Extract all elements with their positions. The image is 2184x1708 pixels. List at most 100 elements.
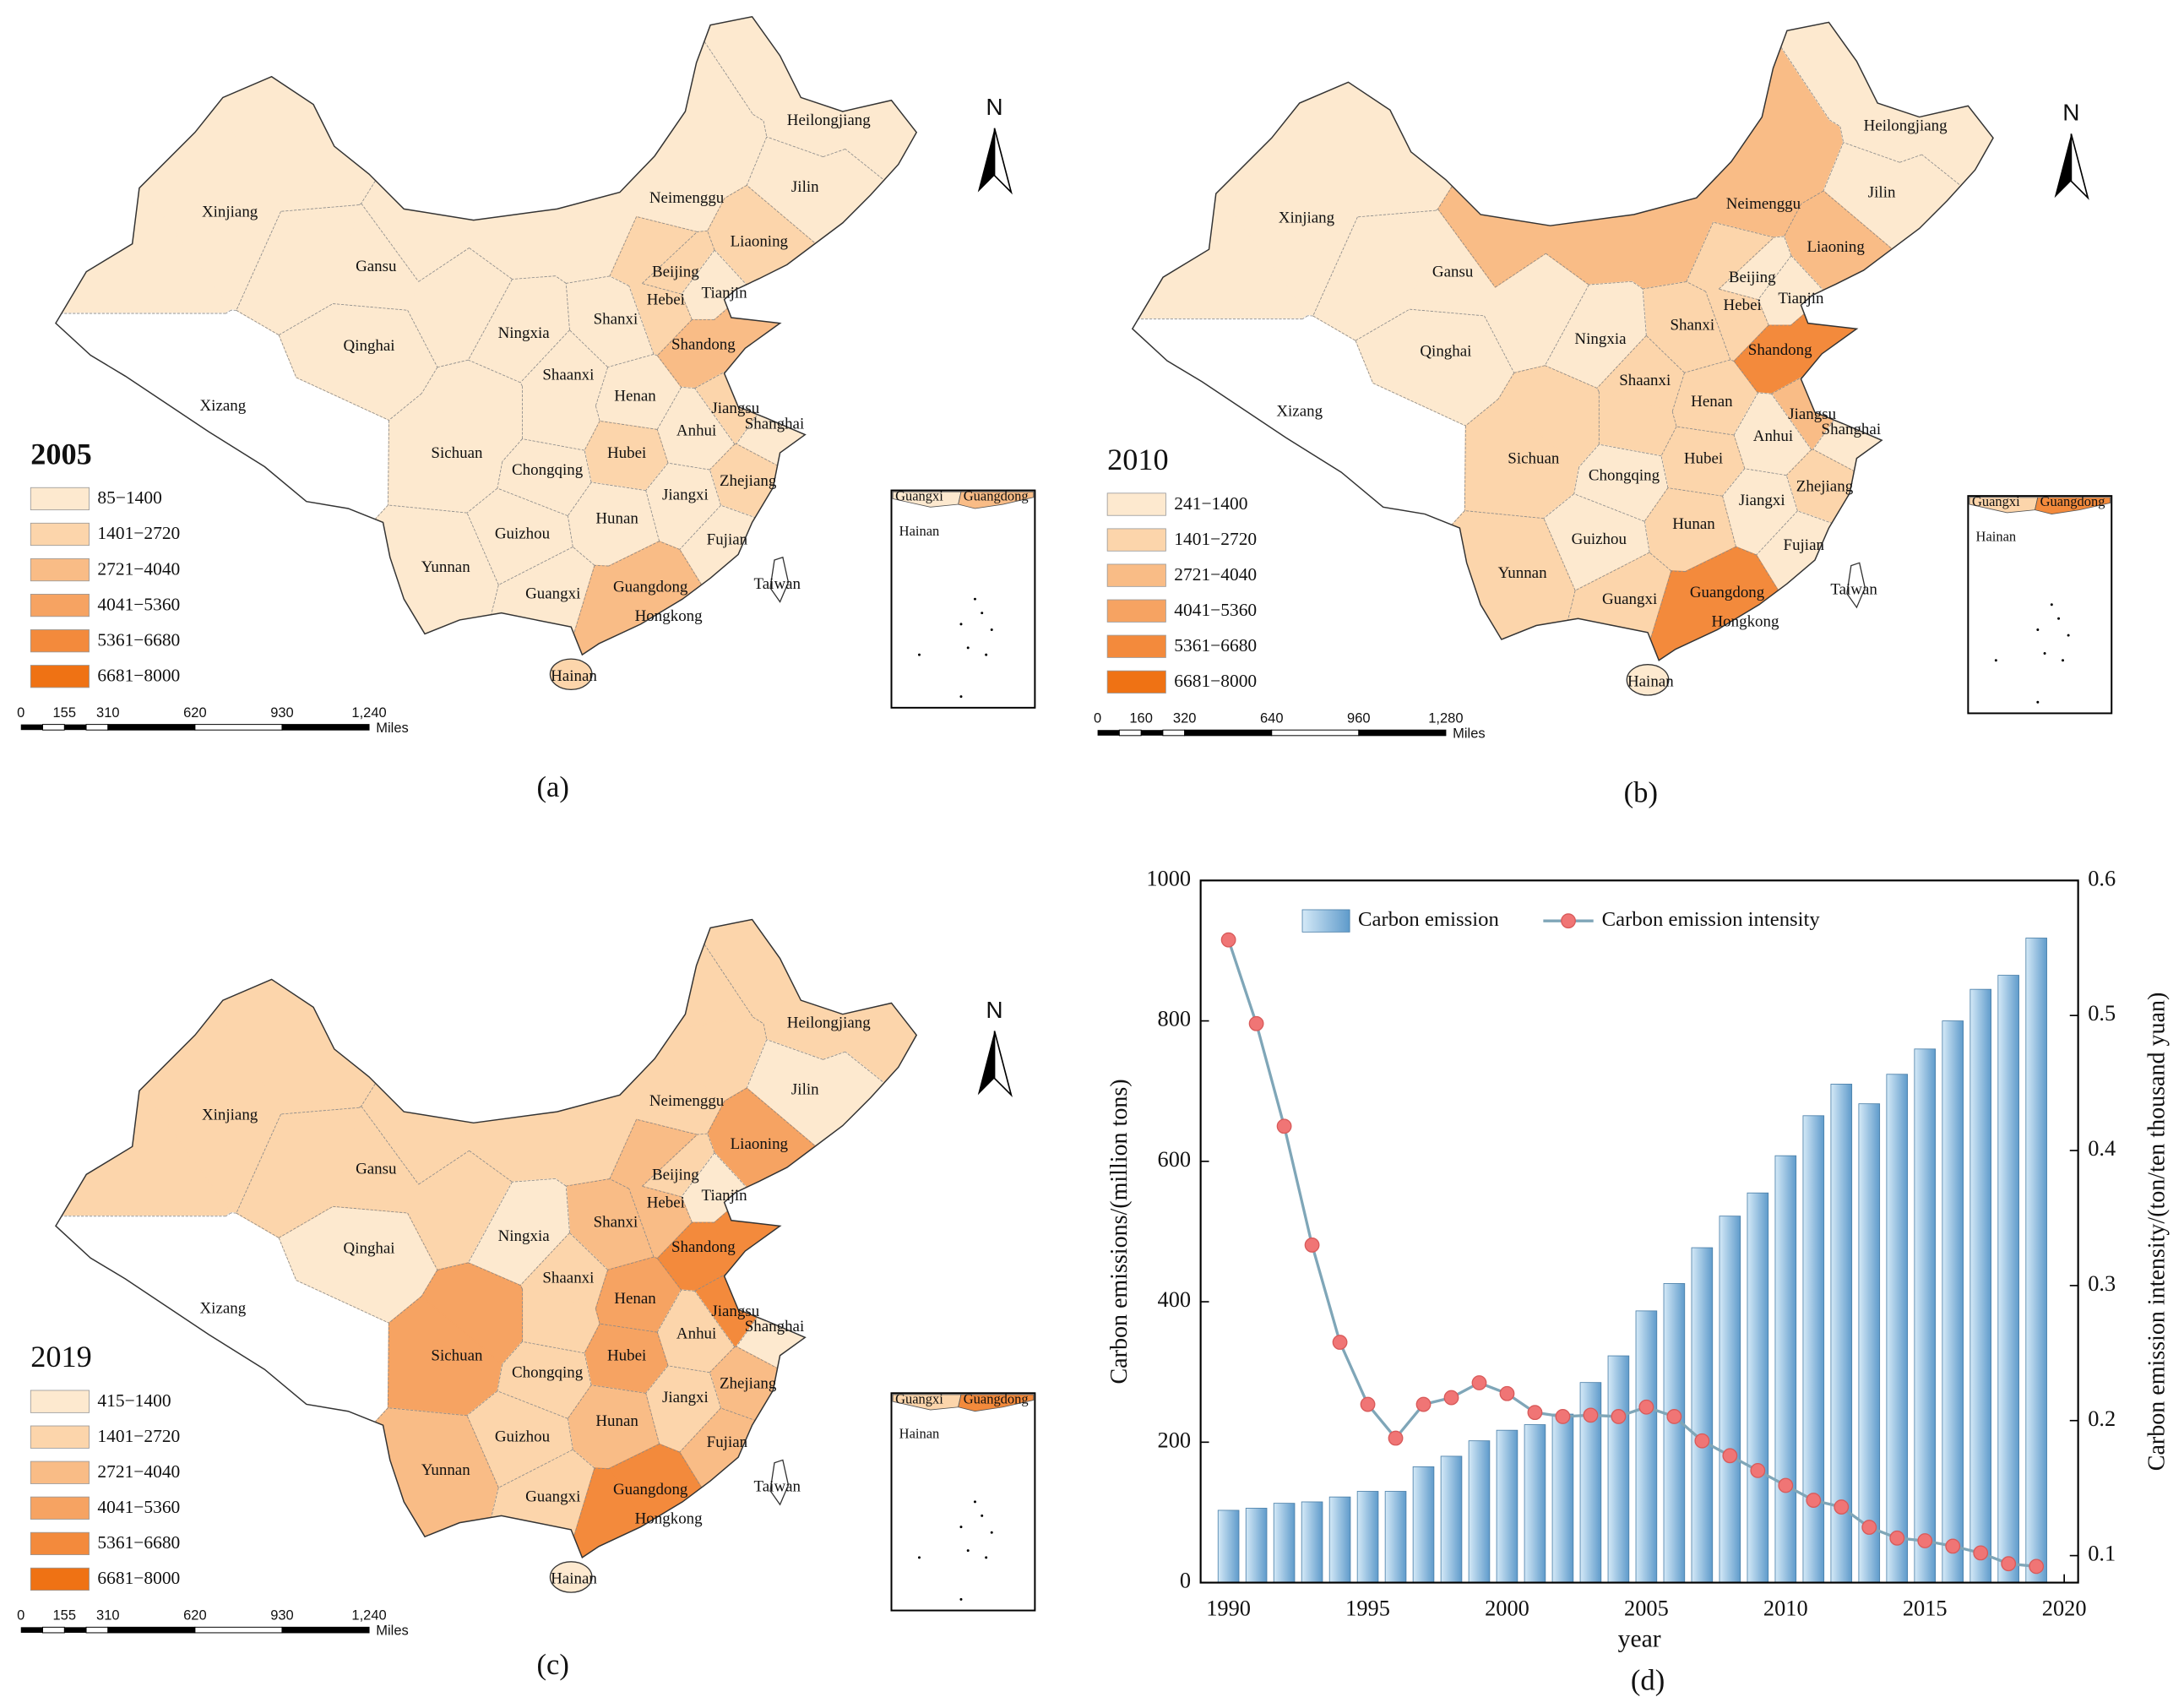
inset-island: [959, 695, 963, 699]
province-border: [1823, 142, 1844, 192]
inset-island: [990, 628, 993, 631]
legend-swatch: [1301, 909, 1350, 933]
province-border: [1660, 455, 1669, 488]
province-border: [681, 294, 693, 320]
province-label: Hainan: [551, 667, 597, 685]
province-border: [746, 1039, 768, 1089]
province-label: Chongqing: [512, 1364, 584, 1382]
province-label: Neimenggu: [1726, 195, 1801, 213]
province-border: [1484, 315, 1515, 373]
inset-label: Guangdong: [2040, 493, 2105, 509]
province-border: [1573, 493, 1645, 522]
scale-bar: [42, 1626, 65, 1634]
province-label: Fujian: [707, 1433, 748, 1451]
scale-label: 960: [1347, 710, 1371, 726]
province-border: [845, 149, 917, 365]
province-border: [1843, 142, 1900, 163]
island-hainan: [1626, 664, 1670, 696]
province-label: Tianjin: [1778, 290, 1824, 307]
legend-swatch: [30, 665, 90, 688]
inset-island: [2057, 617, 2061, 620]
legend-label: 1401−2720: [1174, 529, 1257, 549]
legend-label: 2721−4040: [97, 558, 180, 579]
map-panel: Xinjiang Xizang Qinghai Gansu Neimenggu Heilo…: [1094, 21, 2113, 742]
inset-label: Guangxi: [895, 488, 943, 504]
province-border: [1952, 322, 1973, 338]
province-border: [667, 462, 710, 471]
province-border: [595, 367, 609, 406]
province-border: [746, 136, 768, 186]
province-border: [875, 1220, 896, 1235]
province-border: [750, 1191, 877, 1221]
province-border: [1671, 570, 1686, 573]
province-border: [1596, 335, 1647, 389]
province-border: [1785, 475, 1798, 511]
province-border: [714, 1191, 751, 1223]
x-tick-label: 1990: [1206, 1596, 1251, 1621]
province-border: [709, 443, 736, 471]
province-border: [641, 1134, 698, 1187]
marker: [1332, 1335, 1348, 1350]
province-border: [1713, 221, 1774, 238]
province-border: [555, 1178, 567, 1187]
scale-bar: [42, 724, 65, 731]
province-border: [681, 249, 715, 295]
province-label: Zhejiang: [720, 1375, 777, 1393]
province-border: [584, 1323, 600, 1354]
province-border: [1733, 361, 1758, 394]
province-border: [497, 461, 503, 489]
north-arrow: [993, 1031, 1013, 1098]
province-region: [474, 16, 754, 133]
scale-label: 0: [17, 1608, 24, 1624]
scale-label: 320: [1173, 710, 1197, 726]
province-border: [1839, 126, 1844, 143]
legend-swatch: [30, 522, 90, 547]
x-tick-label: 2010: [1763, 1596, 1808, 1621]
province-border: [569, 1232, 608, 1270]
province-border: [1355, 340, 1374, 383]
province-label: Tianjin: [702, 284, 748, 302]
province-border: [694, 1291, 736, 1347]
province-border: [1744, 468, 1787, 476]
province-border: [565, 1186, 570, 1233]
province-border: [681, 386, 695, 389]
province-border: [567, 515, 573, 547]
province-border: [714, 249, 751, 290]
province-label: Sichuan: [431, 1347, 483, 1365]
marker: [1220, 932, 1236, 948]
province-border: [1730, 359, 1735, 362]
province-border: [1513, 365, 1546, 373]
province-border: [1771, 373, 1807, 394]
province-border: [225, 309, 231, 314]
bar: [1273, 1503, 1296, 1583]
province-border: [361, 203, 419, 282]
legend-label: Carbon emission: [1358, 908, 1499, 931]
bar: [1384, 1491, 1407, 1583]
province-border: [628, 1189, 655, 1258]
scale-bar: [64, 1627, 87, 1633]
province-label: Jilin: [791, 1081, 819, 1099]
north-arrow: [993, 128, 1013, 195]
legend-swatch: [30, 487, 90, 511]
province-region: [1209, 509, 1576, 661]
province-label: Guangdong: [1690, 584, 1765, 601]
province-label: Hongkong: [1711, 613, 1779, 631]
province-border: [636, 216, 698, 232]
province-border: [609, 216, 638, 277]
province-border: [595, 1308, 600, 1325]
province-label: Neimenggu: [649, 189, 725, 207]
province-border: [1671, 411, 1677, 427]
province-label: Hubei: [607, 1347, 646, 1365]
province-border: [280, 1107, 360, 1115]
province-border: [468, 359, 521, 383]
province-border: [565, 283, 570, 330]
province-label: Yunnan: [1498, 564, 1547, 582]
x-tick-label: 2000: [1485, 1596, 1529, 1621]
legend-label: 4041−5360: [1174, 600, 1257, 620]
province-border: [1733, 434, 1746, 469]
province-border: [443, 16, 471, 72]
y-tick-label: 1000: [1146, 865, 1191, 890]
province-border: [656, 1332, 669, 1367]
province-border: [839, 264, 877, 318]
province-border: [278, 335, 297, 378]
